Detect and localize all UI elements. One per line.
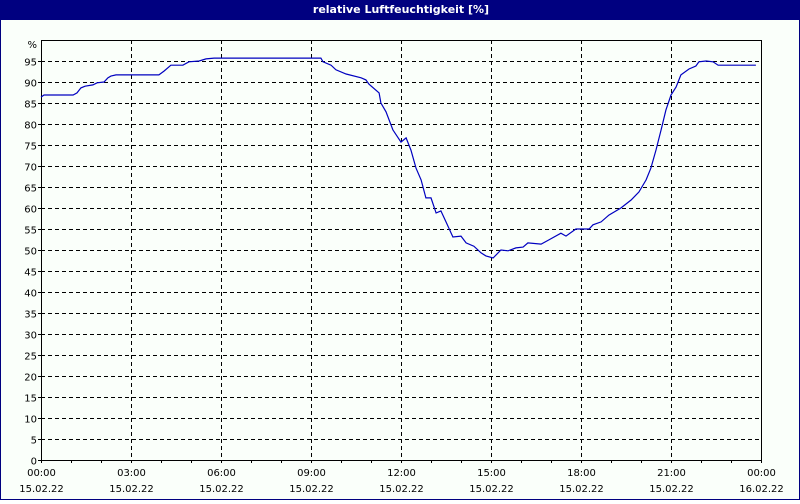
- x-tick-date: 15.02.22: [199, 484, 244, 495]
- x-tick-date: 15.02.22: [379, 484, 424, 495]
- y-tick-label: 5: [31, 436, 37, 447]
- y-tick-label: 60: [24, 205, 37, 216]
- x-tick-date: 15.02.22: [559, 484, 604, 495]
- y-tick-label: 20: [24, 373, 37, 384]
- y-tick-label: 0: [31, 457, 37, 468]
- chart-area: 0 5 10 15 20 25 30 35 40 45 50 55 60 65 70 75 80 85 90 95% …: [1, 20, 800, 500]
- x-tick-date: 15.02.22: [469, 484, 514, 495]
- chart-title: relative Luftfeuchtigkeit [%]: [1, 0, 800, 20]
- x-axis: 00:00 15.02.22 03:00 15.02.22 06:00 15.02.22 0…: [19, 460, 784, 495]
- y-tick-label: 40: [24, 289, 37, 300]
- y-tick-label: 70: [24, 163, 37, 174]
- y-tick-label: 25: [24, 352, 37, 363]
- y-tick-label: 85: [24, 100, 37, 111]
- x-tick-time: 12:00: [387, 468, 416, 479]
- plot-frame: [41, 40, 762, 461]
- grid-lines: [41, 40, 761, 460]
- x-tick-time: 06:00: [207, 468, 236, 479]
- humidity-line-chart: 05101520253035404550556065707580859095% …: [19, 40, 784, 495]
- x-tick-time: 18:00: [567, 468, 596, 479]
- x-tick-time: 21:00: [657, 468, 686, 479]
- x-tick-date: 15.02.22: [649, 484, 694, 495]
- y-tick-label: 10: [24, 415, 37, 426]
- y-tick-label: 45: [24, 268, 37, 279]
- x-tick-date: 16.02.22: [739, 484, 784, 495]
- y-tick-label: 30: [24, 331, 37, 342]
- y-tick-label: 55: [24, 226, 37, 237]
- y-tick-label: 50: [24, 247, 37, 258]
- x-tick-time: 09:00: [297, 468, 326, 479]
- y-tick-label: 80: [24, 121, 37, 132]
- x-tick-date: 15.02.22: [289, 484, 334, 495]
- humidity-series-line: [40, 57, 756, 259]
- x-tick-time: 15:00: [477, 468, 506, 479]
- y-unit-label: %: [27, 40, 37, 51]
- x-tick-time: 00:00: [747, 468, 776, 479]
- x-tick-date: 15.02.22: [19, 484, 64, 495]
- y-tick-label: 35: [24, 310, 37, 321]
- y-axis: 0 5 10 15 20 25 30 35 40 45 50 55 60 65 70 75 80 85 90 95%: [24, 40, 41, 468]
- y-tick-label: 90: [24, 79, 37, 90]
- y-tick-label: 15: [24, 394, 37, 405]
- y-tick-label: 95: [24, 58, 37, 69]
- x-tick-time: 00:00: [27, 468, 56, 479]
- y-tick-label: 65: [24, 184, 37, 195]
- y-tick-label: 75: [24, 142, 37, 153]
- x-tick-date: 15.02.22: [109, 484, 154, 495]
- x-tick-time: 03:00: [117, 468, 146, 479]
